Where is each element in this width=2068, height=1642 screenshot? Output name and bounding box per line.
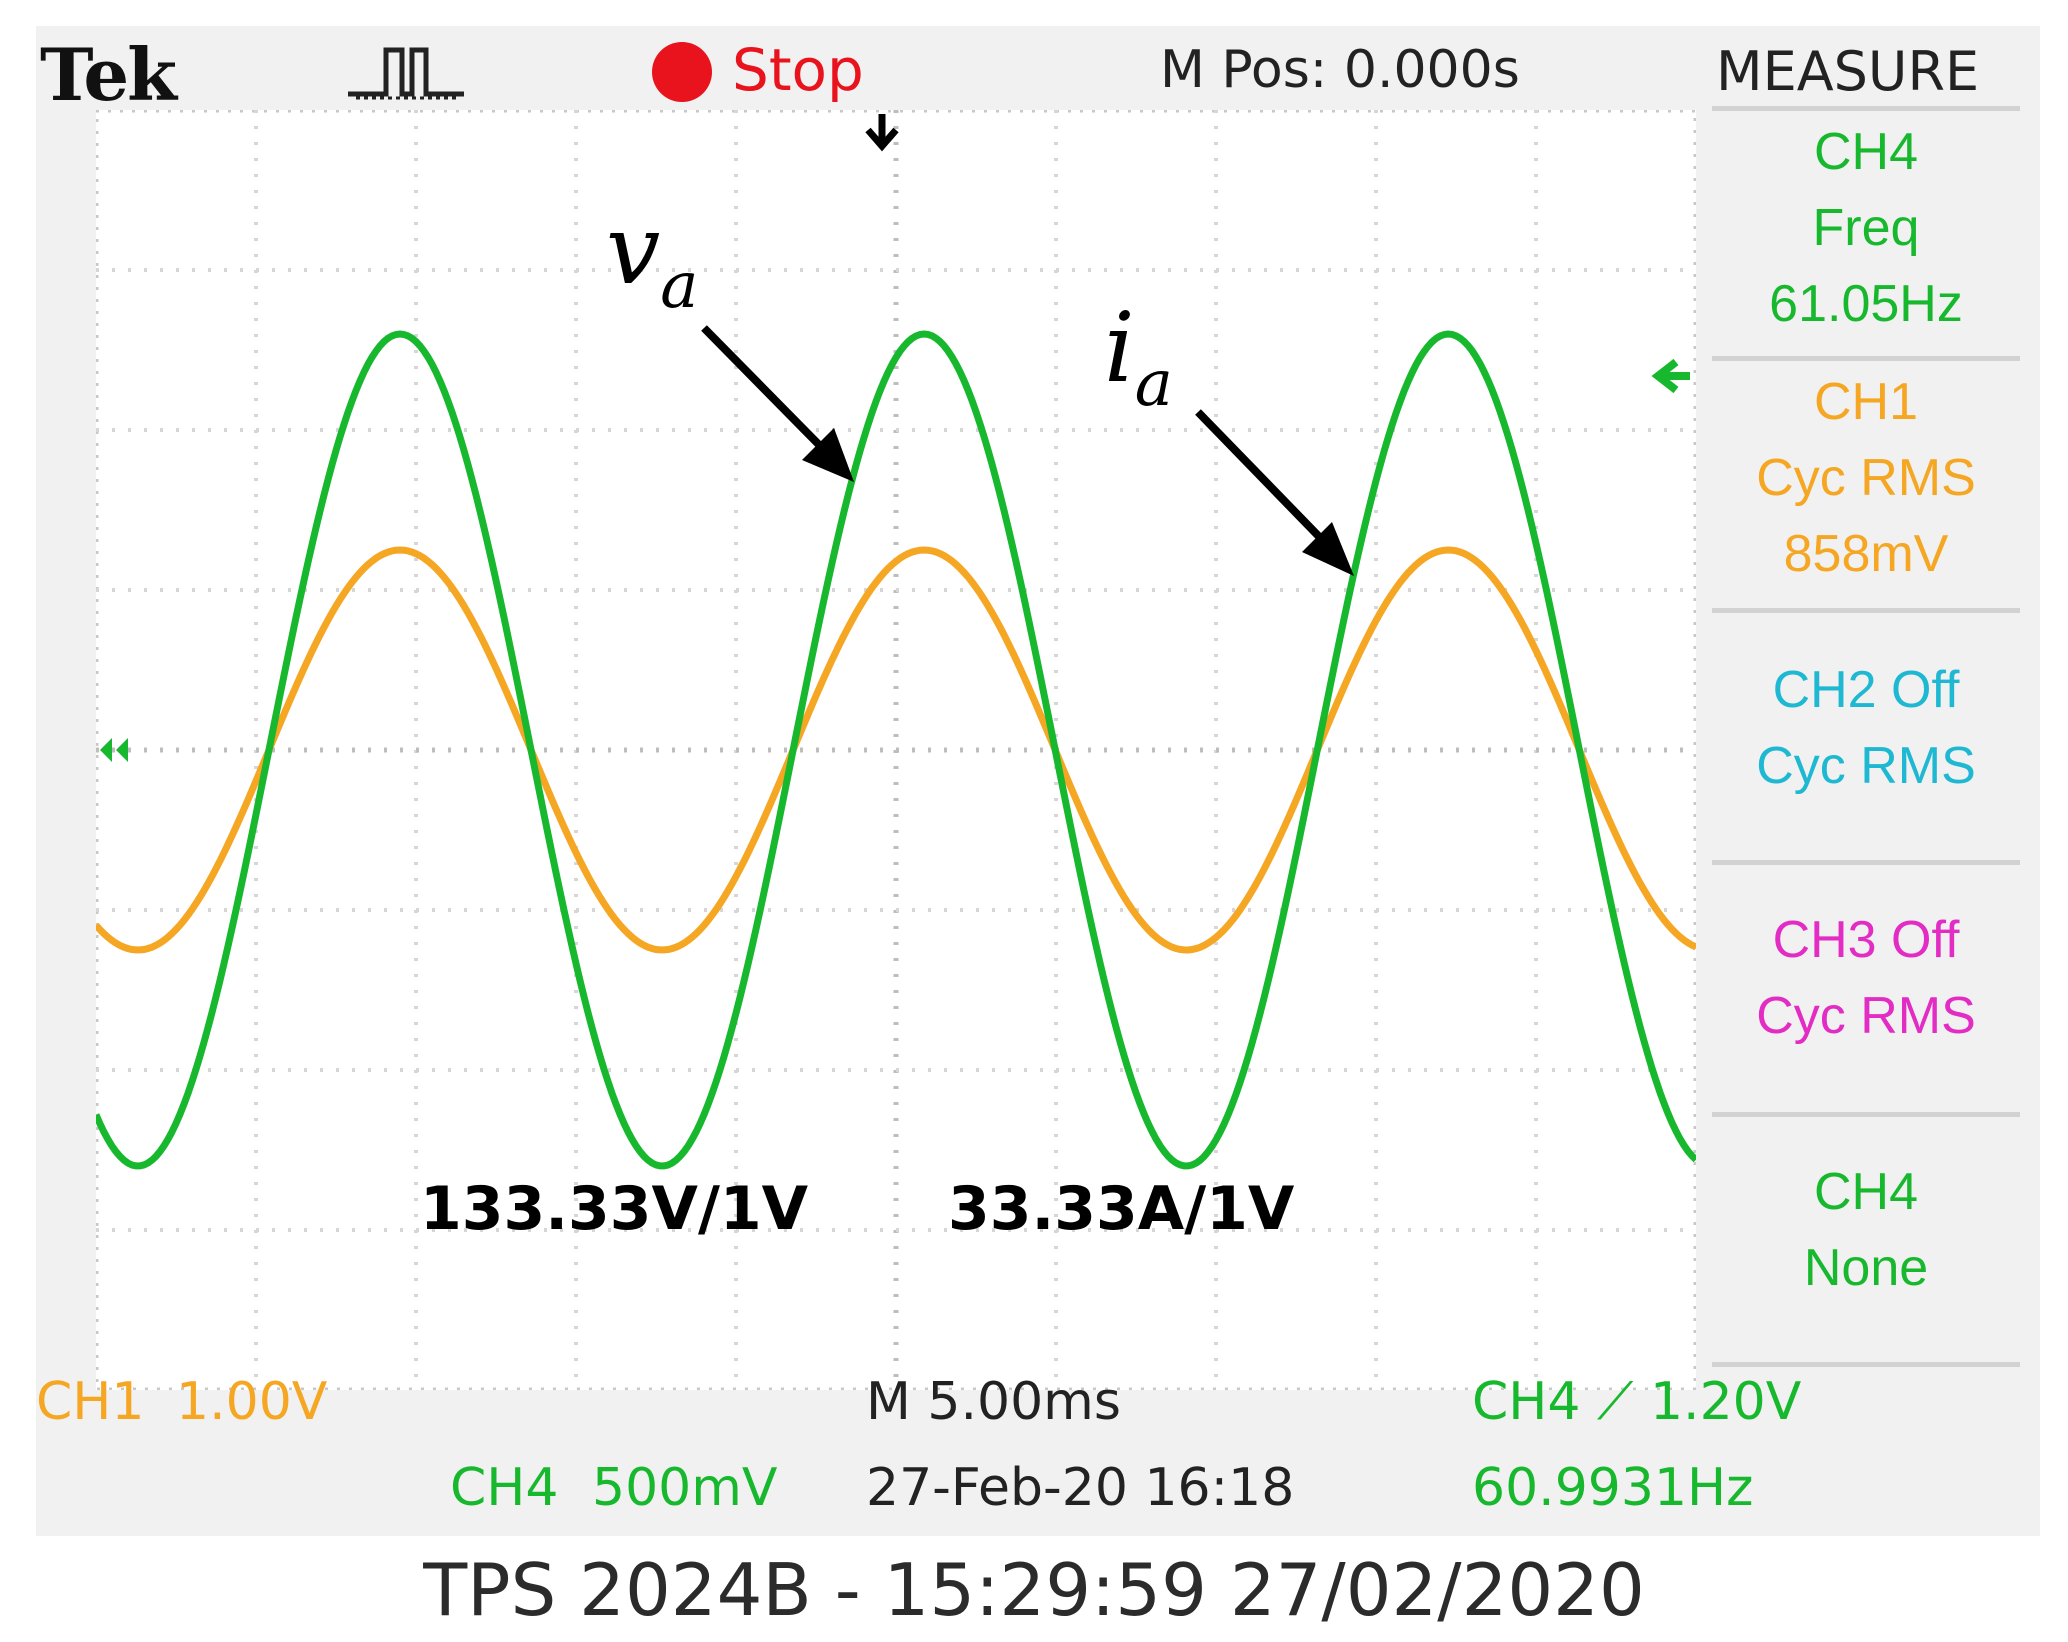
- measure-slot-2-value: 858mV: [1783, 525, 1949, 583]
- ch1-label: CH1: [36, 1372, 145, 1432]
- stop-indicator-icon: [652, 42, 712, 102]
- timebase-readout: M 5.00ms: [866, 1372, 1121, 1432]
- current-arrow-shaft: [1195, 409, 1337, 555]
- measure-slot-1[interactable]: CH4 Freq 61.05Hz: [1716, 114, 2016, 342]
- ch4-scale: 500mV: [592, 1458, 778, 1518]
- measure-menu-title: MEASURE: [1716, 40, 1980, 103]
- measure-slot-4-source: CH3 Off: [1772, 911, 1960, 969]
- trigger-level-marker-icon: [1651, 358, 1690, 394]
- measure-slot-3-source: CH2 Off: [1772, 661, 1960, 719]
- voltage-label: va: [606, 194, 699, 323]
- current-label: ia: [1104, 292, 1173, 421]
- current-scale-label: 33.33A/1V: [948, 1174, 1295, 1244]
- voltage-arrow-shaft: [701, 325, 837, 463]
- brand-logo: Tek: [40, 32, 177, 117]
- measure-slot-4-type: Cyc RMS: [1756, 987, 1976, 1045]
- ch1-current-waveform: [96, 546, 1696, 954]
- m-position-readout: M Pos: 0.000s: [1160, 40, 1520, 100]
- graticule-gridlines: [96, 110, 1696, 1390]
- voltage-arrow-head-icon: [802, 428, 854, 482]
- measure-slot-5-source: CH4: [1813, 1163, 1919, 1221]
- ch1-scale: 1.00V: [176, 1372, 328, 1432]
- measure-slot-3[interactable]: CH2 Off Cyc RMS: [1716, 652, 2016, 804]
- date-time-readout: 27-Feb-20 16:18: [866, 1458, 1295, 1518]
- trigger-position-marker-icon: [865, 114, 899, 152]
- measure-slot-1-value: 61.05Hz: [1769, 275, 1963, 333]
- measure-separator: [1712, 860, 2020, 865]
- voltage-scale-label: 133.33V/1V: [420, 1174, 809, 1244]
- measure-slot-5[interactable]: CH4 None: [1716, 1154, 2016, 1306]
- measure-slot-1-type: Freq: [1812, 199, 1920, 257]
- measure-slot-2-source: CH1: [1813, 373, 1919, 431]
- measure-separator: [1712, 1362, 2020, 1367]
- measure-slot-4[interactable]: CH3 Off Cyc RMS: [1716, 902, 2016, 1054]
- current-arrow-head-icon: [1302, 522, 1354, 576]
- trigger-readout: CH4 ⟋ 1.20V: [1472, 1372, 1802, 1432]
- capture-caption: TPS 2024B - 15:29:59 27/02/2020: [423, 1548, 1645, 1632]
- measure-separator: [1712, 106, 2020, 111]
- measure-slot-1-source: CH4: [1813, 123, 1919, 181]
- waveform-graticule: [96, 110, 1696, 1390]
- measure-slot-3-type: Cyc RMS: [1756, 737, 1976, 795]
- measure-separator: [1712, 1112, 2020, 1117]
- channel-ground-marker-icon: [100, 738, 128, 762]
- ch4-label: CH4: [450, 1458, 559, 1518]
- trigger-frequency-readout: 60.9931Hz: [1472, 1458, 1754, 1518]
- oscilloscope-screen: Tek Stop M Pos: 0.000s MEASURE va ia 133…: [36, 26, 2040, 1536]
- measure-slot-5-type: None: [1803, 1239, 1929, 1297]
- measure-separator: [1712, 356, 2020, 361]
- measure-separator: [1712, 608, 2020, 613]
- pulse-trigger-icon: [346, 42, 466, 106]
- measure-slot-2-type: Cyc RMS: [1756, 449, 1976, 507]
- run-state-label: Stop: [732, 36, 864, 104]
- measure-slot-2[interactable]: CH1 Cyc RMS 858mV: [1716, 364, 2016, 592]
- ch4-voltage-waveform: [96, 330, 1696, 1170]
